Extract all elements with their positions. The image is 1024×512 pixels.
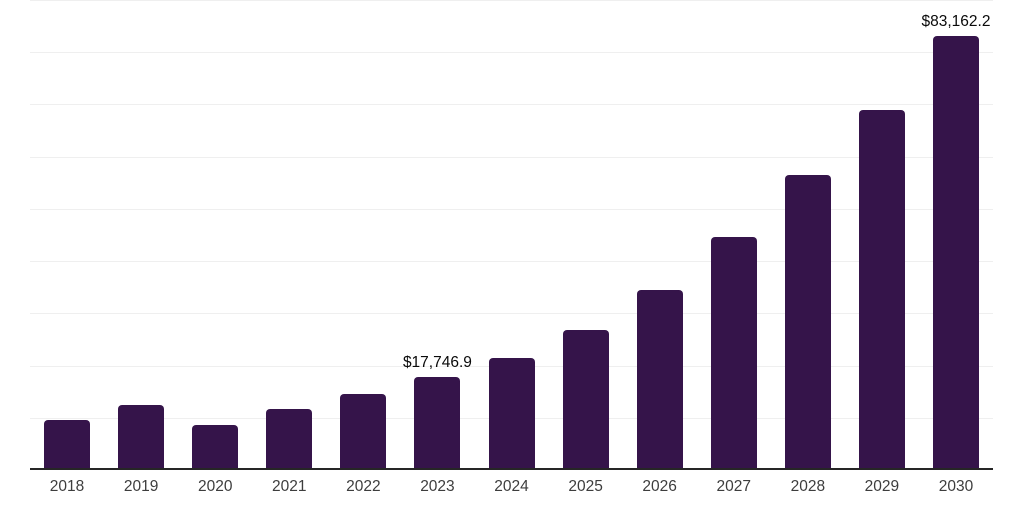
bar-2028 <box>784 175 831 470</box>
bar-2022 <box>340 394 387 470</box>
x-tick-label-2030: 2030 <box>938 478 974 495</box>
bar-slot-2019 <box>104 0 178 470</box>
bar-2027 <box>710 237 757 470</box>
bar-2029 <box>858 110 905 470</box>
bar-slot-2025 <box>549 0 623 470</box>
gridline <box>30 52 993 53</box>
gridline <box>30 0 993 1</box>
x-tick-label-2019: 2019 <box>123 478 159 495</box>
x-tick-label-2029: 2029 <box>864 478 900 495</box>
bar-2030 <box>932 36 979 470</box>
x-tick-label-2028: 2028 <box>790 478 826 495</box>
bar-2023 <box>414 377 461 470</box>
bar-2020 <box>192 425 239 470</box>
bar-slot-2023: $17,746.9 <box>400 0 474 470</box>
bar-2024 <box>488 358 535 470</box>
bar-slot-2024 <box>474 0 548 470</box>
gridline <box>30 261 993 262</box>
bar-2026 <box>636 290 683 470</box>
bar-2025 <box>562 330 609 470</box>
value-label-2030: $83,162.2 <box>921 13 991 30</box>
gridline <box>30 209 993 210</box>
plot-area: $17,746.9 $83,162.2 <box>30 0 993 470</box>
bar-slot-2026 <box>623 0 697 470</box>
x-axis-tick-labels: 2018 2019 2020 2021 2022 2023 2024 2025 2026 2027… <box>30 476 993 498</box>
bar-slot-2029 <box>845 0 919 470</box>
bar-slot-2022 <box>326 0 400 470</box>
x-tick-label-2020: 2020 <box>197 478 233 495</box>
x-tick-label-2022: 2022 <box>346 478 381 495</box>
bar-2019 <box>118 405 165 470</box>
bar-slot-2027 <box>697 0 771 470</box>
gridline <box>30 104 993 105</box>
x-axis-line <box>30 468 993 470</box>
bar-slot-2018 <box>30 0 104 470</box>
bar-slot-2030: $83,162.2 <box>919 0 993 470</box>
bar-2021 <box>266 409 313 470</box>
x-tick-label-2024: 2024 <box>494 478 529 495</box>
gridline <box>30 157 993 158</box>
x-tick-label-2018: 2018 <box>49 478 85 495</box>
bar-2018 <box>44 420 91 470</box>
gridline <box>30 313 993 314</box>
bars-layer: $17,746.9 $83,162.2 <box>30 0 993 470</box>
value-label-2023: $17,746.9 <box>402 354 472 371</box>
bar-slot-2028 <box>771 0 845 470</box>
bar-slot-2020 <box>178 0 252 470</box>
x-tick-label-2025: 2025 <box>568 478 603 495</box>
x-tick-label-2027: 2027 <box>716 478 751 495</box>
bar-slot-2021 <box>252 0 326 470</box>
x-tick-label-2026: 2026 <box>642 478 677 495</box>
x-tick-label-2021: 2021 <box>272 478 307 495</box>
x-tick-label-2023: 2023 <box>420 478 455 495</box>
